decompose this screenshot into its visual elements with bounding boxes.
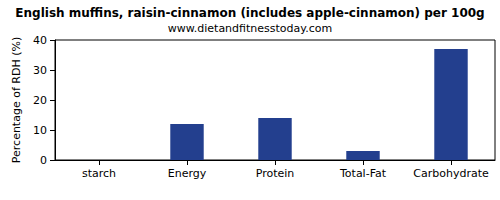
svg-text:starch: starch (82, 167, 116, 180)
svg-text:English muffins, raisin-cinnam: English muffins, raisin-cinnamon (includ… (15, 6, 484, 20)
svg-text:Energy: Energy (168, 167, 207, 180)
svg-text:20: 20 (33, 94, 47, 107)
svg-text:0: 0 (40, 154, 47, 167)
svg-text:Carbohydrate: Carbohydrate (413, 167, 489, 180)
svg-text:www.dietandfitnesstoday.com: www.dietandfitnesstoday.com (168, 22, 332, 35)
svg-text:Total-Fat: Total-Fat (339, 167, 387, 180)
svg-text:Protein: Protein (256, 167, 295, 180)
svg-text:40: 40 (33, 34, 47, 47)
svg-text:10: 10 (33, 124, 47, 137)
svg-text:30: 30 (33, 64, 47, 77)
svg-text:Percentage of RDH (%): Percentage of RDH (%) (10, 37, 23, 163)
